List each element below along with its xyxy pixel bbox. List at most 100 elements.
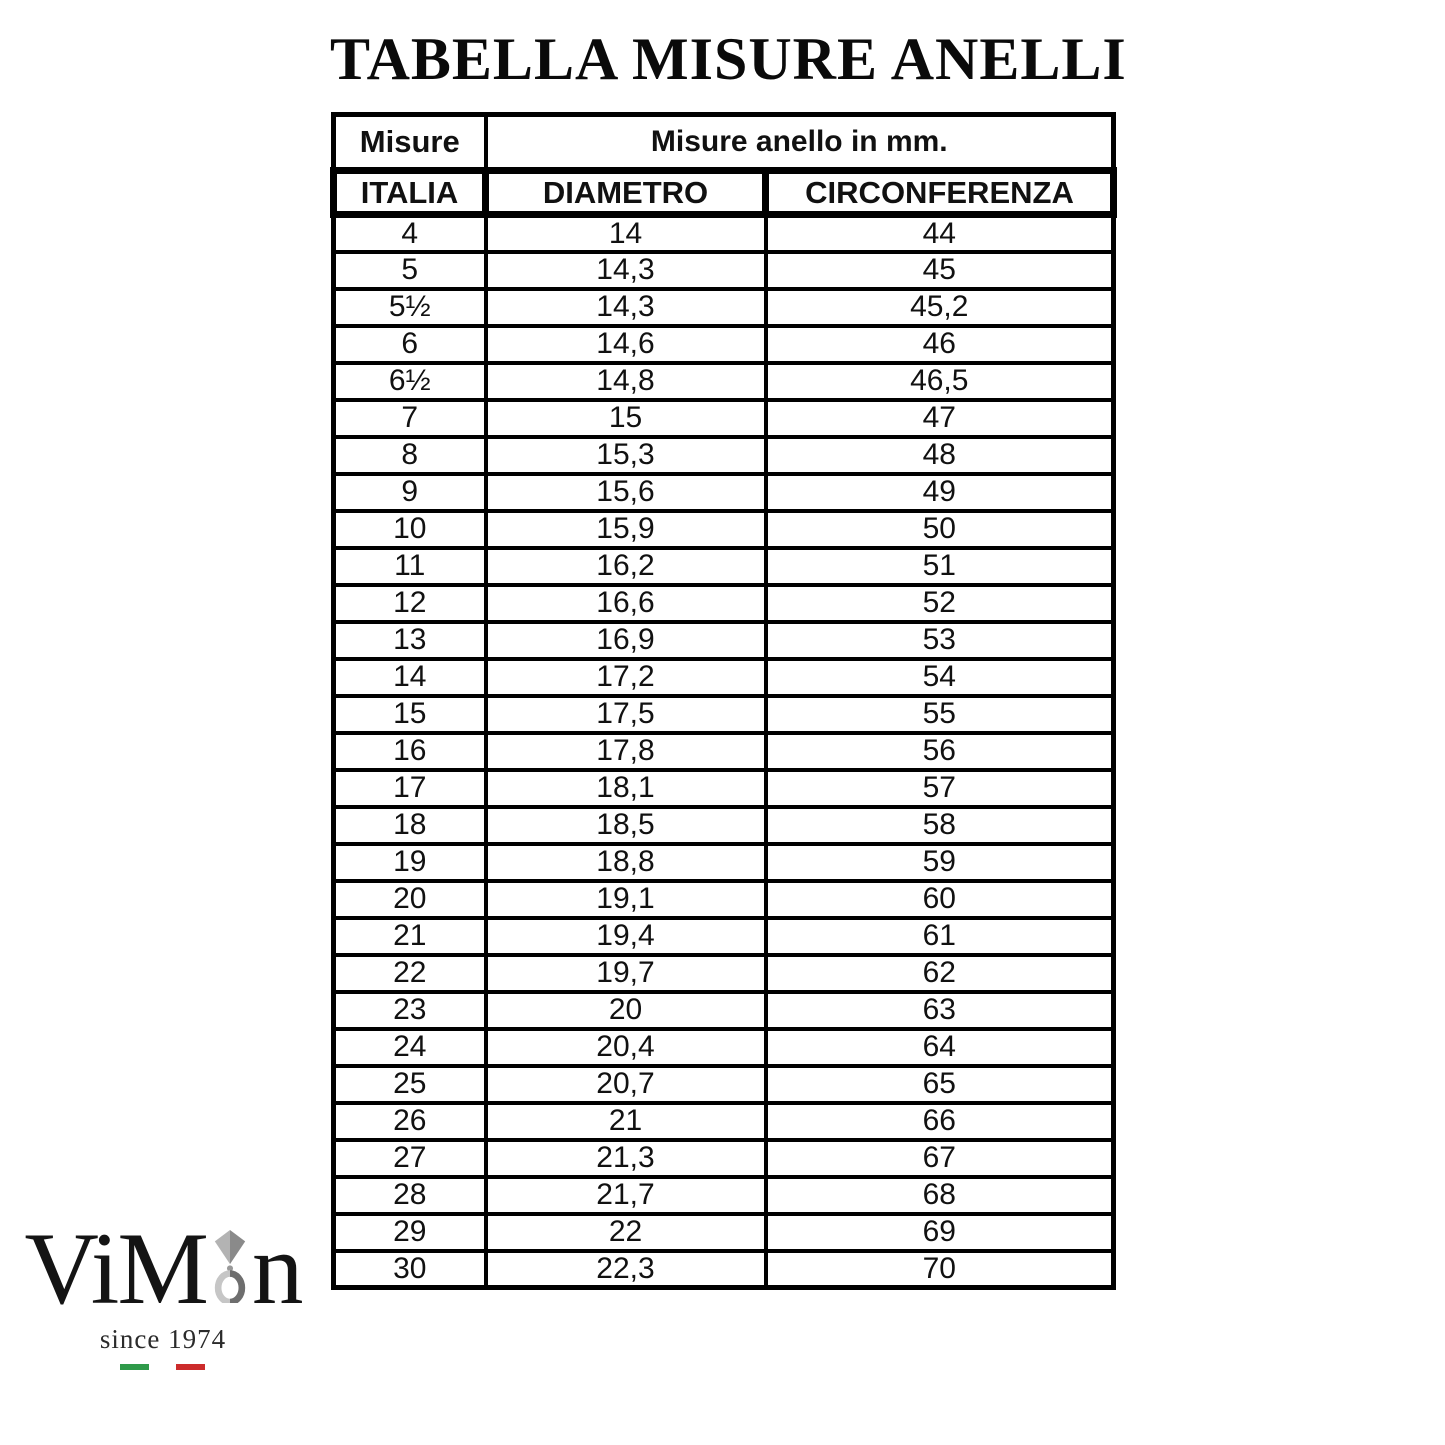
table-row: 24 20,4 64 (331, 1026, 1116, 1068)
cell-circonferenza: 59 (763, 841, 1116, 883)
cell-circonferenza: 48 (763, 434, 1116, 476)
table-row: 21 19,4 61 (331, 915, 1116, 957)
brand-logo: ViM n since 1974 (4, 1218, 322, 1375)
cell-circonferenza: 46 (763, 323, 1116, 365)
cell-diametro: 14 (483, 212, 768, 254)
cell-circonferenza: 50 (763, 508, 1116, 550)
table-row: 30 22,3 70 (331, 1248, 1116, 1290)
table-row: 23 20 63 (331, 989, 1116, 1031)
cell-circonferenza: 51 (763, 545, 1116, 587)
cell-circonferenza: 61 (763, 915, 1116, 957)
cell-circonferenza: 58 (763, 804, 1116, 846)
cell-diametro: 14,8 (483, 360, 768, 402)
cell-diametro: 20 (483, 989, 768, 1031)
cell-diametro: 19,1 (483, 878, 768, 920)
cell-circonferenza: 69 (763, 1211, 1116, 1253)
cell-circonferenza: 68 (763, 1174, 1116, 1216)
cell-circonferenza: 46,5 (763, 360, 1116, 402)
cell-diametro: 21,7 (483, 1174, 768, 1216)
cell-diametro: 16,6 (483, 582, 768, 624)
cell-italia: 5½ (331, 286, 488, 328)
table-header-misure: Misure (331, 112, 488, 173)
flag-red-bar (176, 1364, 205, 1370)
cell-diametro: 17,2 (483, 656, 768, 698)
cell-diametro: 21,3 (483, 1137, 768, 1179)
table-row: 11 16,2 51 (331, 545, 1116, 587)
cell-italia: 10 (331, 508, 488, 550)
cell-diametro: 14,6 (483, 323, 768, 365)
cell-diametro: 15 (483, 397, 768, 439)
cell-italia: 29 (331, 1211, 488, 1253)
cell-diametro: 19,7 (483, 952, 768, 994)
table-row: 25 20,7 65 (331, 1063, 1116, 1105)
cell-diametro: 18,5 (483, 804, 768, 846)
table-row: 27 21,3 67 (331, 1137, 1116, 1179)
brand-wordmark: ViM n (4, 1218, 322, 1321)
cell-italia: 26 (331, 1100, 488, 1142)
cell-italia: 8 (331, 434, 488, 476)
cell-circonferenza: 70 (763, 1248, 1116, 1290)
brand-text-vim: ViM (24, 1212, 209, 1326)
flag-bars-svg (120, 1364, 205, 1370)
cell-italia: 21 (331, 915, 488, 957)
cell-diametro: 16,9 (483, 619, 768, 661)
cell-circonferenza: 66 (763, 1100, 1116, 1142)
cell-italia: 9 (331, 471, 488, 513)
cell-italia: 6½ (331, 360, 488, 402)
cell-circonferenza: 56 (763, 730, 1116, 772)
table-row: 22 19,7 62 (331, 952, 1116, 994)
table-body: 4 14 44 5 14,3 45 5½ 14,3 45,2 6 14,6 46… (331, 212, 1116, 1290)
cell-italia: 14 (331, 656, 488, 698)
table-row: 4 14 44 (331, 212, 1116, 254)
cell-circonferenza: 65 (763, 1063, 1116, 1105)
cell-circonferenza: 55 (763, 693, 1116, 735)
table-row: 12 16,6 52 (331, 582, 1116, 624)
ring-size-table: Misure Misure anello in mm. ITALIA DIAME… (330, 112, 1118, 1290)
table-row: 28 21,7 68 (331, 1174, 1116, 1216)
table-row: 16 17,8 56 (331, 730, 1116, 772)
cell-diametro: 16,2 (483, 545, 768, 587)
cell-italia: 23 (331, 989, 488, 1031)
cell-italia: 30 (331, 1248, 488, 1290)
table-row: 8 15,3 48 (331, 434, 1116, 476)
column-header-circonferenza: CIRCONFERENZA (761, 167, 1118, 218)
table-row: 6½ 14,8 46,5 (331, 360, 1116, 402)
cell-circonferenza: 44 (763, 212, 1116, 254)
cell-italia: 25 (331, 1063, 488, 1105)
cell-italia: 11 (331, 545, 488, 587)
table-row: 19 18,8 59 (331, 841, 1116, 883)
ring-with-diamond-icon (214, 1229, 246, 1306)
table-row: 5½ 14,3 45,2 (331, 286, 1116, 328)
cell-italia: 24 (331, 1026, 488, 1068)
cell-italia: 7 (331, 397, 488, 439)
table-row: 9 15,6 49 (331, 471, 1116, 513)
table-row: 15 17,5 55 (331, 693, 1116, 735)
cell-circonferenza: 49 (763, 471, 1116, 513)
table-row: 29 22 69 (331, 1211, 1116, 1253)
cell-circonferenza: 67 (763, 1137, 1116, 1179)
cell-circonferenza: 53 (763, 619, 1116, 661)
cell-circonferenza: 52 (763, 582, 1116, 624)
cell-italia: 13 (331, 619, 488, 661)
column-header-italia: ITALIA (330, 167, 489, 218)
italian-flag-bars (4, 1357, 322, 1375)
table-subheader-row: ITALIA DIAMETRO CIRCONFERENZA (330, 167, 1118, 218)
cell-diametro: 15,9 (483, 508, 768, 550)
cell-diametro: 19,4 (483, 915, 768, 957)
table-row: 7 15 47 (331, 397, 1116, 439)
cell-diametro: 14,3 (483, 249, 768, 291)
table-row: 5 14,3 45 (331, 249, 1116, 291)
cell-circonferenza: 47 (763, 397, 1116, 439)
cell-diametro: 21 (483, 1100, 768, 1142)
cell-circonferenza: 45,2 (763, 286, 1116, 328)
cell-circonferenza: 64 (763, 1026, 1116, 1068)
cell-diametro: 18,8 (483, 841, 768, 883)
cell-italia: 20 (331, 878, 488, 920)
cell-diametro: 15,6 (483, 471, 768, 513)
cell-circonferenza: 62 (763, 952, 1116, 994)
table-header-misure-anello-mm: Misure anello in mm. (483, 112, 1116, 173)
cell-diametro: 17,8 (483, 730, 768, 772)
cell-diametro: 14,3 (483, 286, 768, 328)
table-row: 17 18,1 57 (331, 767, 1116, 809)
